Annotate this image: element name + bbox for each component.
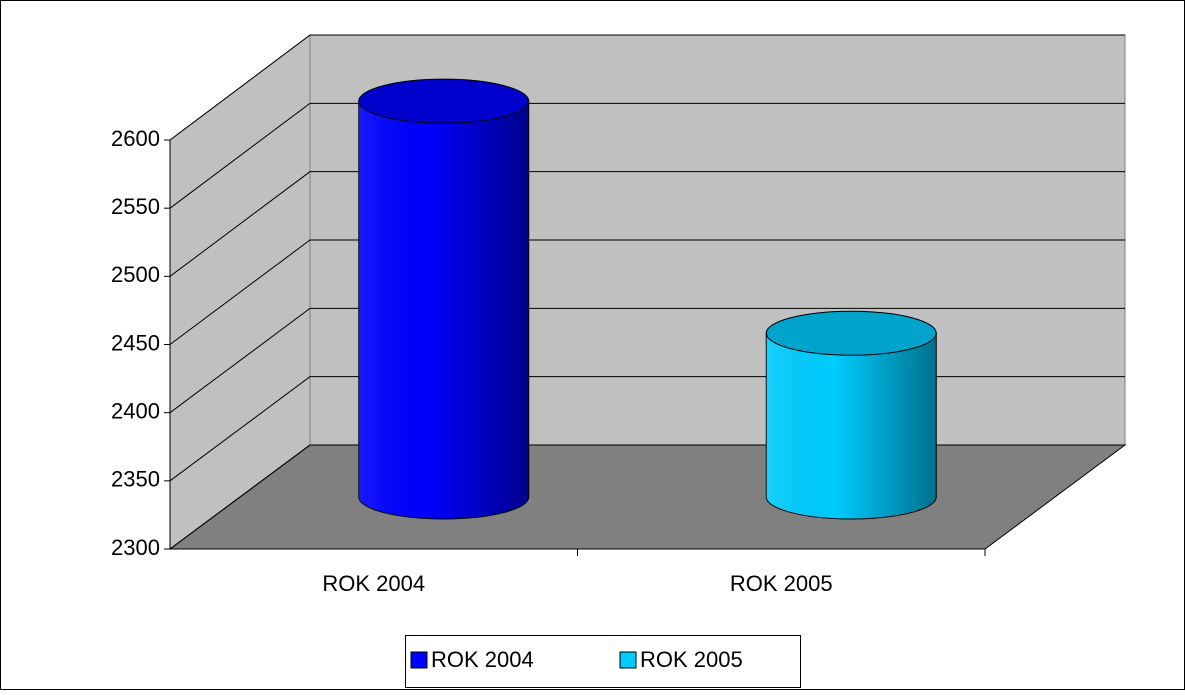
grid-line	[169, 239, 1125, 345]
y-tick-label: 2550	[111, 194, 160, 219]
bar-shade	[766, 333, 937, 519]
y-tick-label: 2300	[111, 535, 160, 560]
y-tick-label: 2400	[111, 398, 160, 423]
y-tick-label: 2600	[111, 126, 160, 151]
floor	[168, 444, 1127, 550]
bar-shade	[358, 101, 529, 520]
x-tick-label: ROK 2005	[730, 571, 833, 596]
legend	[405, 635, 801, 688]
y-tick-label: 2500	[111, 262, 160, 287]
y-tick-label: 2350	[111, 467, 160, 492]
bar-top	[358, 78, 530, 124]
grid-line	[169, 34, 1125, 141]
grid-line	[169, 171, 1125, 277]
legend-label: ROK 2004	[431, 647, 534, 672]
x-tick-label: ROK 2004	[322, 571, 425, 596]
y-tick-label: 2450	[111, 330, 160, 355]
grid-line	[169, 102, 1125, 209]
legend-swatch	[619, 651, 637, 669]
bar-top	[765, 310, 937, 356]
legend-label: ROK 2005	[640, 647, 743, 672]
legend-swatch	[410, 651, 428, 669]
grid-line	[169, 307, 1125, 414]
bar-top-shade	[358, 79, 529, 124]
bar-top-shade	[766, 311, 937, 356]
